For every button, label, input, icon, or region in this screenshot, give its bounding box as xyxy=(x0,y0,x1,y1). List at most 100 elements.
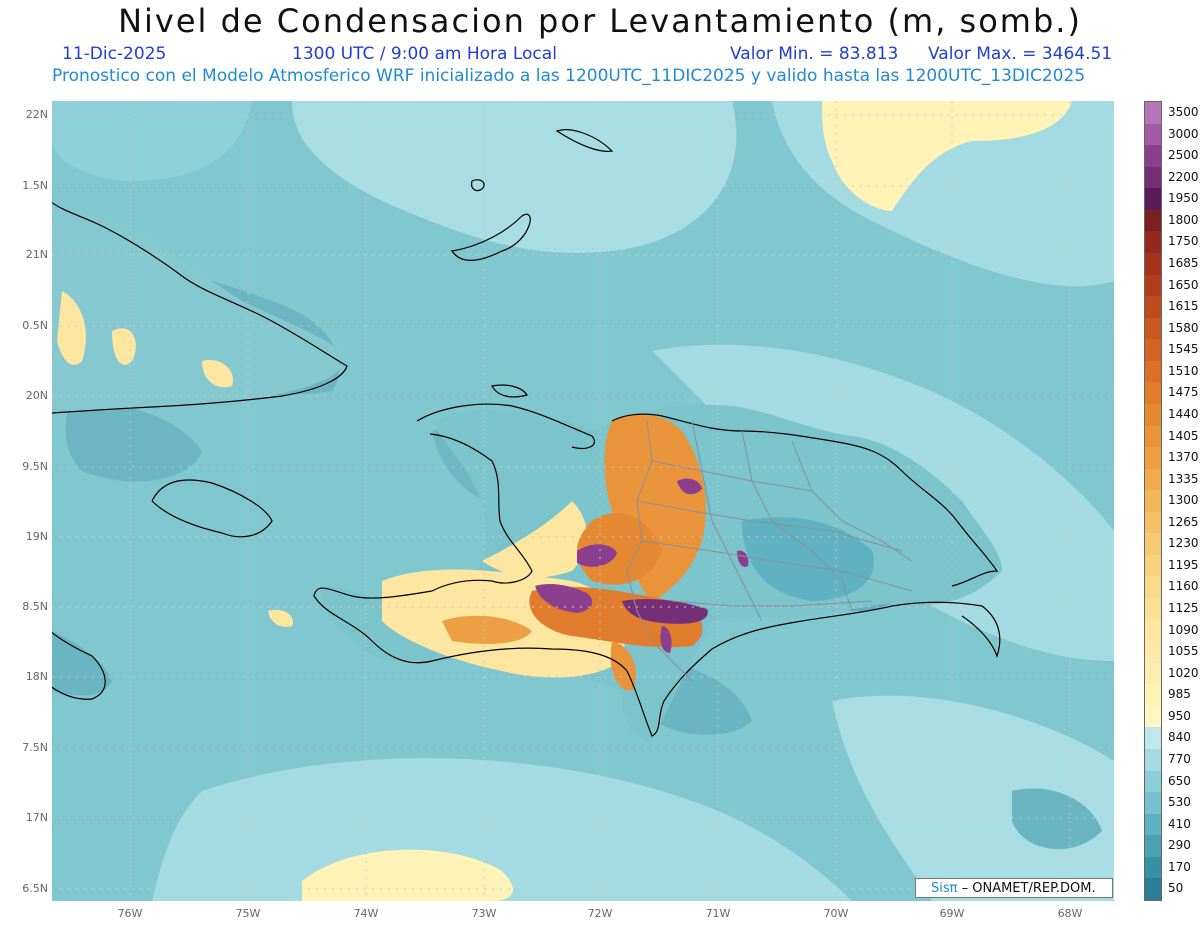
lon-label: 74W xyxy=(353,907,379,920)
legend-label: 530 xyxy=(1168,795,1191,810)
legend-swatch xyxy=(1145,145,1161,168)
legend-label: 1580 xyxy=(1168,320,1199,335)
legend-swatch xyxy=(1145,166,1161,189)
legend-label: 170 xyxy=(1168,859,1191,874)
legend-label: 410 xyxy=(1168,816,1191,831)
forecast-time: 1300 UTC / 9:00 am Hora Local xyxy=(292,44,557,64)
legend-swatch xyxy=(1145,123,1161,146)
legend-swatch xyxy=(1145,835,1161,858)
model-description: Pronostico con el Modelo Atmosferico WRF… xyxy=(52,66,1086,86)
legend-swatch xyxy=(1145,749,1161,772)
legend-label: 650 xyxy=(1168,773,1191,788)
legend-label: 1685 xyxy=(1168,255,1199,270)
legend-label: 1650 xyxy=(1168,277,1199,292)
legend-swatch xyxy=(1145,792,1161,815)
legend-label: 290 xyxy=(1168,838,1191,853)
map-field xyxy=(52,101,1114,901)
legend-swatch xyxy=(1145,598,1161,621)
legend-label: 1370 xyxy=(1168,450,1199,465)
legend-label: 1125 xyxy=(1168,601,1199,616)
legend-label: 1335 xyxy=(1168,471,1199,486)
credit-box: Sisπ – ONAMET/REP.DOM. xyxy=(915,878,1113,898)
credit-text: – ONAMET/REP.DOM. xyxy=(957,881,1096,896)
legend-swatch xyxy=(1145,317,1161,340)
forecast-date: 11-Dic-2025 xyxy=(62,44,167,64)
legend-swatch xyxy=(1145,252,1161,276)
lon-label: 68W xyxy=(1057,907,1083,920)
legend-swatch xyxy=(1145,382,1161,405)
legend-swatch xyxy=(1145,684,1161,707)
lcl-map xyxy=(52,101,1114,901)
legend-label: 1160 xyxy=(1168,579,1199,594)
legend-swatch xyxy=(1145,339,1161,362)
legend-label: 1090 xyxy=(1168,622,1199,637)
legend-label: 1545 xyxy=(1168,342,1199,357)
lon-label: 71W xyxy=(705,907,731,920)
color-legend xyxy=(1144,101,1162,901)
legend-swatch xyxy=(1145,468,1161,491)
legend-swatch xyxy=(1145,231,1161,254)
legend-swatch xyxy=(1145,447,1161,470)
legend-swatch xyxy=(1145,619,1161,642)
min-value: Valor Min. = 83.813 xyxy=(730,44,899,64)
legend-swatch xyxy=(1145,878,1161,901)
lat-label: 9.5N xyxy=(22,460,48,473)
legend-swatch xyxy=(1145,533,1161,556)
lon-label: 75W xyxy=(235,907,261,920)
legend-swatch xyxy=(1145,770,1161,793)
legend-label: 1475 xyxy=(1168,385,1199,400)
lat-label: 6.5N xyxy=(22,882,48,895)
legend-label: 950 xyxy=(1168,708,1191,723)
legend-label: 1950 xyxy=(1168,191,1199,206)
legend-swatch xyxy=(1145,360,1161,383)
legend-label: 1055 xyxy=(1168,644,1199,659)
legend-label: 1265 xyxy=(1168,514,1199,529)
lat-label: 8.5N xyxy=(22,600,48,613)
lat-label: 1.5N xyxy=(22,179,48,192)
lon-label: 73W xyxy=(471,907,497,920)
legend-swatch xyxy=(1145,662,1161,685)
lat-label: 7.5N xyxy=(22,741,48,754)
legend-swatch xyxy=(1145,274,1161,297)
legend-swatch xyxy=(1145,209,1161,232)
legend-label: 2500 xyxy=(1168,148,1199,163)
map-title: Nivel de Condensacion por Levantamiento … xyxy=(118,2,1082,40)
legend-label: 1800 xyxy=(1168,212,1199,227)
legend-swatch xyxy=(1145,403,1161,426)
lat-label: 22N xyxy=(25,108,48,121)
legend-label: 50 xyxy=(1168,881,1184,896)
legend-label: 1510 xyxy=(1168,363,1199,378)
lat-label: 17N xyxy=(25,811,48,824)
legend-label: 1195 xyxy=(1168,557,1199,572)
legend-label: 1750 xyxy=(1168,234,1199,249)
legend-swatch xyxy=(1145,576,1161,599)
lat-label: 19N xyxy=(25,530,48,543)
lat-label: 20N xyxy=(25,389,48,402)
legend-swatch xyxy=(1145,705,1161,728)
legend-swatch xyxy=(1145,856,1161,879)
legend-label: 3500 xyxy=(1168,105,1199,119)
lon-label: 76W xyxy=(117,907,143,920)
legend-label: 2200 xyxy=(1168,169,1199,184)
legend-swatch xyxy=(1145,554,1161,577)
legend-label: 1615 xyxy=(1168,299,1199,314)
lon-label: 70W xyxy=(823,907,849,920)
legend-label: 840 xyxy=(1168,730,1191,745)
legend-label: 1405 xyxy=(1168,428,1199,443)
legend-swatch xyxy=(1145,813,1161,836)
lon-label: 69W xyxy=(939,907,965,920)
legend-label: 3000 xyxy=(1168,126,1199,141)
max-value: Valor Max. = 3464.51 xyxy=(928,44,1113,64)
legend-swatch xyxy=(1145,425,1161,448)
legend-label: 1230 xyxy=(1168,536,1199,551)
lon-label: 72W xyxy=(587,907,613,920)
legend-label: 770 xyxy=(1168,752,1191,767)
legend-swatch xyxy=(1145,296,1161,319)
lat-label: 18N xyxy=(25,670,48,683)
legend-swatch xyxy=(1145,188,1161,211)
legend-label: 1020 xyxy=(1168,665,1199,680)
legend-label: 1440 xyxy=(1168,406,1199,421)
legend-label: 985 xyxy=(1168,687,1191,702)
legend-swatch xyxy=(1145,102,1161,125)
legend-swatch xyxy=(1145,641,1161,664)
